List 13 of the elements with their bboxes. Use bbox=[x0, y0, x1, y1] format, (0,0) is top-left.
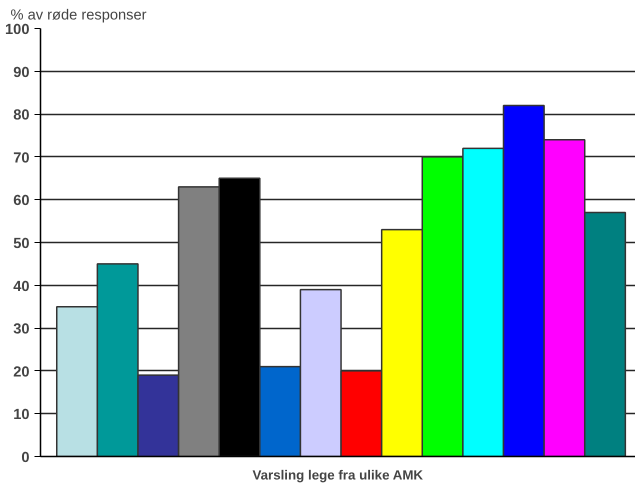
y-tick-label: 70 bbox=[13, 150, 30, 166]
x-axis-title: Varsling lege fra ulike AMK bbox=[252, 468, 424, 482]
y-tick-label: 100 bbox=[5, 22, 30, 38]
y-tick-label: 40 bbox=[13, 278, 30, 295]
y-tick-label: 10 bbox=[13, 407, 30, 424]
y-axis-title: % av røde responser bbox=[10, 8, 147, 24]
y-tick-label: 80 bbox=[13, 108, 30, 124]
y-tick-label: 30 bbox=[13, 322, 30, 338]
y-tick-label: 50 bbox=[13, 236, 30, 252]
y-tick-label: 0 bbox=[21, 450, 30, 466]
y-tick-label: 20 bbox=[13, 364, 30, 380]
y-tick-label: 90 bbox=[13, 64, 30, 81]
y-tick-label: 60 bbox=[13, 193, 30, 210]
